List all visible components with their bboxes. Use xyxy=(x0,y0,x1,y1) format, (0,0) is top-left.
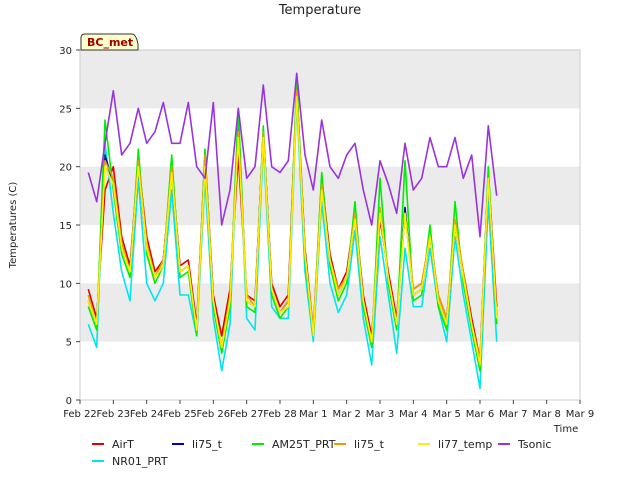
y-tick-label: 30 xyxy=(59,46,72,57)
series-line-5 xyxy=(87,95,498,366)
x-tick-label: Feb 28 xyxy=(263,409,297,420)
legend-label: Tsonic xyxy=(517,438,551,451)
station-badge-label: BC_met xyxy=(87,36,133,49)
x-tick-label: Feb 23 xyxy=(97,409,131,420)
plot-band xyxy=(80,283,580,342)
x-tick-label: Feb 24 xyxy=(130,409,164,420)
station-badge: BC_met xyxy=(80,33,139,51)
x-tick-label: Mar 2 xyxy=(332,409,360,420)
x-tick-label: Feb 27 xyxy=(230,409,264,420)
series-line-6 xyxy=(87,72,498,238)
legend-label: NR01_PRT xyxy=(112,455,168,468)
legend-label: li77_temp xyxy=(438,438,492,451)
y-axis-label: Temperatures (C) xyxy=(8,182,19,270)
x-tick-label: Mar 4 xyxy=(399,409,427,420)
x-tick-label: Feb 25 xyxy=(163,409,197,420)
y-tick-label: 10 xyxy=(59,279,72,290)
legend-label: AM25T_PRT xyxy=(272,438,336,451)
x-tick-label: Feb 22 xyxy=(63,409,97,420)
plot-bands xyxy=(80,50,580,342)
legend-label: li75_t xyxy=(354,438,385,451)
legend-label: li75_t xyxy=(192,438,223,451)
x-tick-label: Mar 7 xyxy=(499,409,527,420)
legend-label: AirT xyxy=(112,438,134,451)
x-axis: Feb 22 Feb 23 Feb 24 Feb 25 Feb 26 Feb 27 Feb … xyxy=(63,400,594,420)
x-tick-label: Mar 8 xyxy=(532,409,560,420)
x-tick-label: Mar 9 xyxy=(566,409,594,420)
y-tick-label: 15 xyxy=(59,221,72,232)
x-axis-label: Time xyxy=(553,424,578,435)
series-lines xyxy=(87,72,498,390)
x-tick-label: Mar 3 xyxy=(366,409,394,420)
y-tick-label: 20 xyxy=(59,163,72,174)
legend: AirT li75_t AM25T_PRT li75_t li77_temp Tsonic… xyxy=(92,438,551,468)
y-tick-label: 0 xyxy=(66,396,72,407)
x-tick-label: Mar 6 xyxy=(466,409,494,420)
x-tick-label: Mar 1 xyxy=(299,409,327,420)
x-tick-label: Feb 26 xyxy=(197,409,231,420)
y-tick-label: 25 xyxy=(59,104,72,115)
chart-title: Temperature xyxy=(278,3,361,18)
plot-band xyxy=(80,50,580,109)
station-badge-shape xyxy=(80,33,139,51)
plot-band xyxy=(80,166,580,225)
y-tick-label: 5 xyxy=(66,338,72,349)
x-tick-label: Mar 5 xyxy=(432,409,460,420)
y-axis: 0 5 10 15 20 25 30 xyxy=(59,46,80,407)
